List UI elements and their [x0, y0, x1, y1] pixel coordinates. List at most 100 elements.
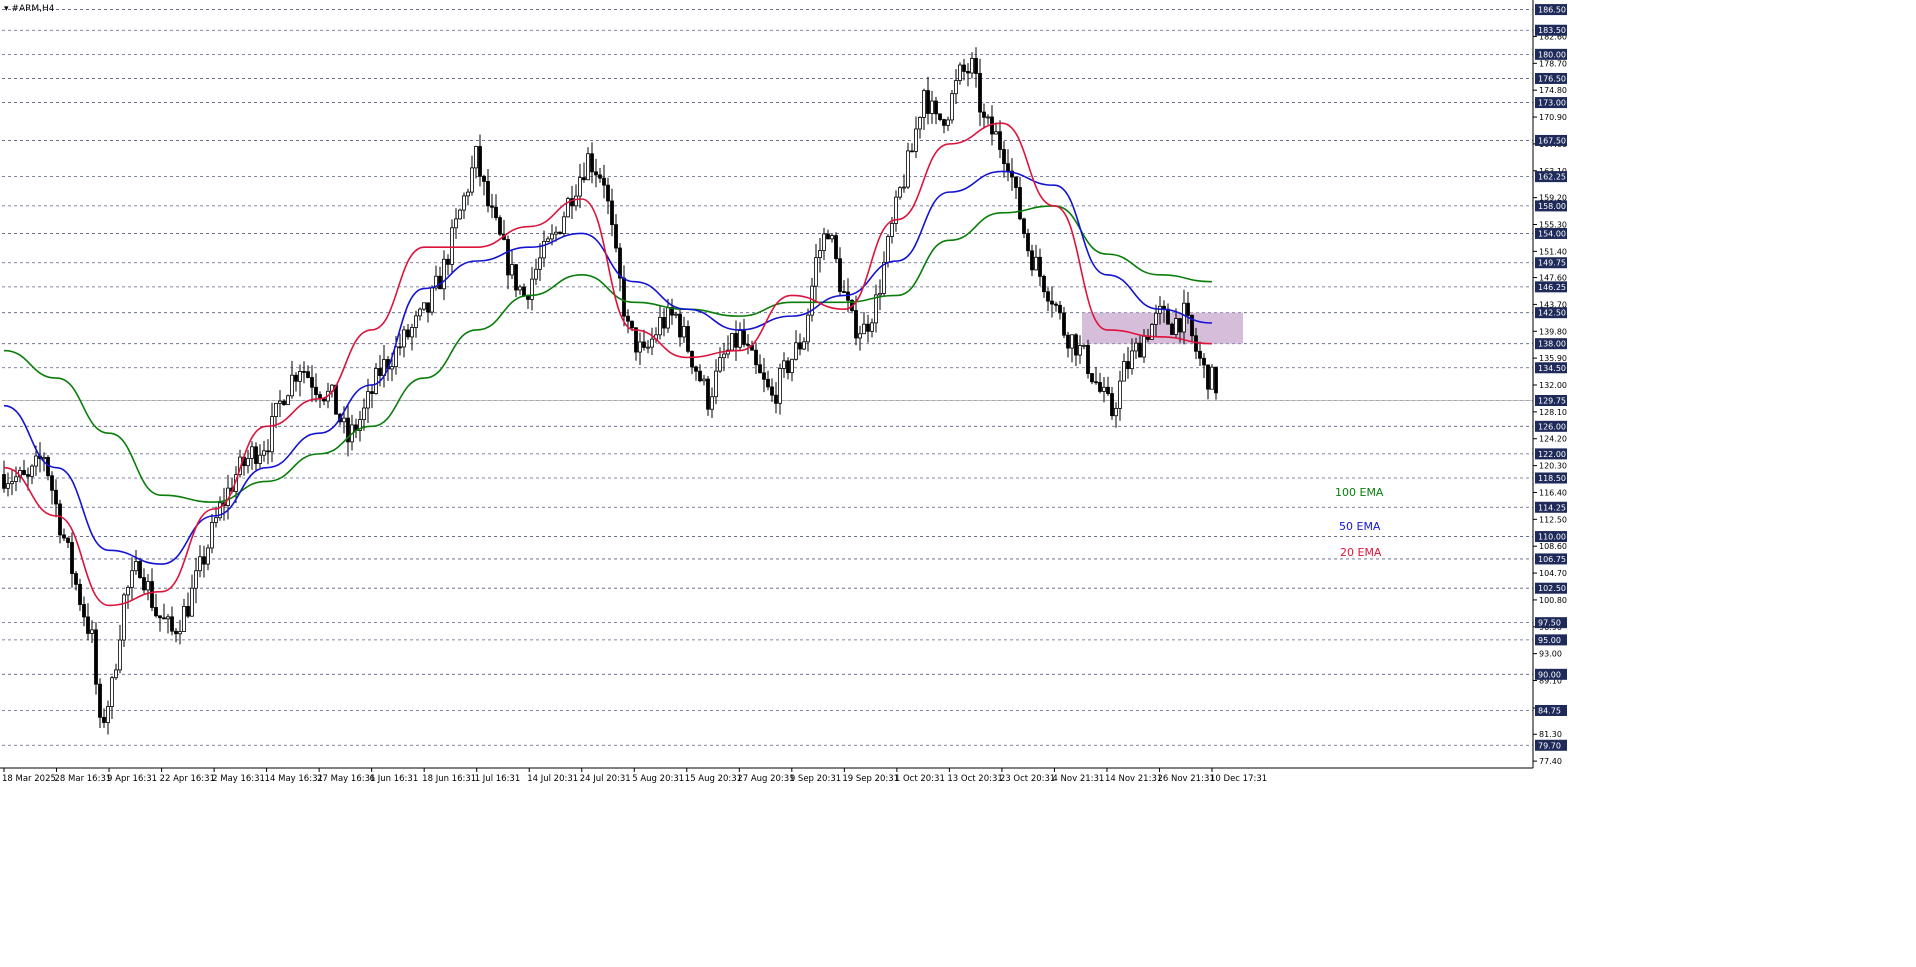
highlight-zone-layer — [1082, 312, 1243, 344]
candle-body — [878, 293, 882, 296]
price-level-label: 173.00 — [1538, 99, 1566, 108]
candle-body — [874, 294, 878, 324]
grid-lines — [2, 9, 1533, 746]
candle-body — [610, 200, 614, 226]
price-level-badge — [1535, 307, 1567, 319]
candle-body — [286, 395, 290, 406]
candle-body — [1110, 393, 1114, 417]
candle-body — [778, 368, 782, 404]
candle-body — [642, 341, 646, 348]
candle-body — [578, 177, 582, 197]
candle-body — [950, 93, 954, 121]
candle-body — [1126, 361, 1130, 370]
candle-body — [1094, 381, 1098, 384]
candle-body — [114, 669, 118, 679]
price-level-label: 186.50 — [1538, 6, 1566, 15]
candle-body — [966, 71, 970, 74]
time-tick-label: 23 Oct 20:31 — [1000, 774, 1055, 784]
candle-body — [1186, 302, 1190, 316]
candle-body — [166, 616, 170, 620]
candle-body — [74, 573, 78, 585]
candle-body — [986, 116, 990, 119]
candle-body — [978, 73, 982, 113]
candle-body — [982, 111, 986, 118]
candle-body — [342, 417, 346, 423]
candle-body — [1202, 357, 1206, 366]
time-tick-label: 13 Oct 20:31 — [947, 774, 1002, 784]
time-tick-label: 15 Aug 20:31 — [685, 774, 742, 784]
price-level-badge — [1535, 582, 1567, 594]
candle-body — [682, 326, 686, 338]
candle-body — [90, 629, 94, 634]
price-level-label: 134.50 — [1538, 364, 1566, 373]
candle-body — [270, 416, 274, 453]
candle-body — [346, 417, 350, 443]
candle-body — [1214, 366, 1218, 394]
candle-body — [594, 171, 598, 176]
candle-body — [1182, 302, 1186, 333]
candle-body — [994, 131, 998, 135]
candle-body — [254, 446, 258, 464]
candle-body — [882, 261, 886, 294]
candle-body — [1098, 382, 1102, 392]
candle-body — [474, 146, 478, 169]
price-level-badge — [1535, 257, 1567, 269]
candle-body — [126, 586, 130, 596]
candle-body — [462, 195, 466, 211]
price-level-label: 122.00 — [1538, 450, 1566, 459]
price-level-badge — [1535, 24, 1567, 36]
candle-body — [282, 400, 286, 406]
candle-body — [818, 250, 822, 259]
candle-body — [190, 587, 194, 617]
candle-body — [30, 465, 34, 477]
price-level-label: 167.50 — [1538, 136, 1566, 145]
candle-body — [674, 313, 678, 316]
candle-body — [110, 677, 114, 707]
candle-body — [566, 198, 570, 218]
price-level-label: 110.00 — [1538, 533, 1566, 542]
candle-body — [614, 224, 618, 249]
candle-body — [946, 119, 950, 126]
price-tick-label: 143.70 — [1539, 300, 1567, 309]
candle-body — [898, 187, 902, 198]
candle-body — [570, 198, 574, 207]
candles-layer — [2, 47, 1218, 735]
price-level-label: 97.50 — [1538, 619, 1561, 628]
candle-body — [858, 333, 862, 339]
candle-body — [842, 291, 846, 293]
candle-body — [1178, 318, 1182, 333]
price-tick-label: 124.20 — [1539, 435, 1567, 444]
price-level-badge — [1535, 338, 1567, 350]
candle-body — [142, 577, 146, 591]
candle-body — [1170, 323, 1174, 335]
candle-body — [730, 333, 734, 351]
candle-body — [58, 503, 62, 536]
price-level-label: 146.25 — [1538, 283, 1566, 292]
chevron-down-icon[interactable]: ▾ — [4, 4, 9, 14]
candle-body — [954, 80, 958, 95]
price-level-badge — [1535, 362, 1567, 374]
candle-body — [94, 629, 98, 685]
candle-body — [2, 474, 6, 489]
time-tick-label: 9 Sep 20:31 — [790, 774, 841, 784]
price-level-badge — [1535, 553, 1567, 565]
candle-body — [146, 581, 150, 591]
candle-body — [482, 175, 486, 182]
price-level-badge — [1535, 4, 1567, 16]
price-level-badge — [1535, 704, 1567, 716]
candle-body — [26, 474, 30, 477]
price-level-label: 106.75 — [1538, 555, 1566, 564]
price-tick-label: 174.80 — [1539, 86, 1567, 95]
candle-body — [870, 322, 874, 332]
symbol-header[interactable]: ▾ #ARM,H4 — [4, 3, 54, 15]
time-tick-label: 27 Aug 20:31 — [737, 774, 794, 784]
candle-body — [1066, 334, 1070, 349]
candle-body — [1122, 361, 1126, 382]
candle-body — [622, 277, 626, 317]
price-tick-label: 116.40 — [1539, 488, 1567, 497]
candle-body — [426, 302, 430, 313]
candle-body — [118, 639, 122, 671]
candle-body — [1006, 163, 1010, 172]
